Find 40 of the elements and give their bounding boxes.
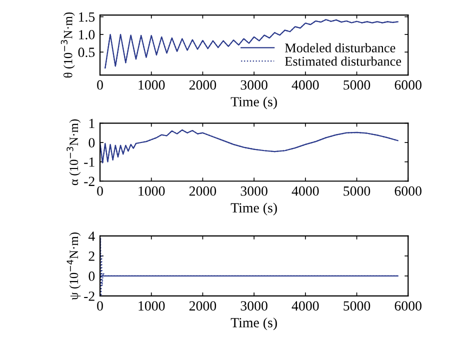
x-axis-title: Time (s) xyxy=(230,318,277,330)
y-axis-title: θ (10$^{−3}$N·m) xyxy=(60,12,75,78)
x-tick-label: 3000 xyxy=(240,80,268,90)
x-tick-label: 3000 xyxy=(240,301,268,311)
x-tick-label: 2000 xyxy=(189,301,216,311)
y-axis-title: α (10$^{−3}$N·m) xyxy=(66,119,81,186)
x-tick-label: 4000 xyxy=(292,80,319,90)
x-tick-label: 4000 xyxy=(292,186,319,196)
x-tick-label: 6000 xyxy=(394,186,422,196)
x-axis-title: Time (s) xyxy=(230,202,277,216)
x-tick-label: 6000 xyxy=(394,301,422,311)
y-tick-label: 1.5 xyxy=(79,12,95,22)
y-tick-label: 2 xyxy=(88,252,94,261)
x-tick-label: 1000 xyxy=(138,186,165,196)
legend-label: Estimated disturbance xyxy=(285,56,402,66)
y-tick-label: -2 xyxy=(84,176,94,186)
y-axis-title: ψ (10$^{−4}$N·m) xyxy=(66,232,81,300)
x-tick-label: 5000 xyxy=(344,186,370,196)
x-tick-label: 3000 xyxy=(240,186,268,196)
x-tick-label: 2000 xyxy=(189,186,216,196)
x-tick-label: 5000 xyxy=(344,301,370,311)
y-tick-label: 0.5 xyxy=(78,48,95,58)
x-tick-label: 1000 xyxy=(138,301,165,311)
y-tick-label: -1 xyxy=(84,157,94,167)
x-tick-label: 5000 xyxy=(344,80,370,90)
x-tick-label: 0 xyxy=(97,301,103,311)
y-tick-label: 4 xyxy=(88,232,95,241)
y-tick-label: 0 xyxy=(88,272,95,281)
y-tick-label: -2 xyxy=(84,292,94,301)
y-tick-label: 1.0 xyxy=(79,30,95,40)
y-tick-label: 1 xyxy=(89,118,94,128)
x-tick-label: 1000 xyxy=(138,80,165,90)
x-tick-label: 4000 xyxy=(292,301,319,311)
x-tick-label: 2000 xyxy=(189,80,216,90)
y-tick-label: 0 xyxy=(88,138,95,148)
x-axis-title: Time (s) xyxy=(230,96,277,110)
x-tick-label: 6000 xyxy=(394,80,422,90)
x-tick-label: 0 xyxy=(97,186,103,196)
legend-label: Modeled disturbance xyxy=(285,43,396,52)
x-tick-label: 0 xyxy=(97,80,103,90)
